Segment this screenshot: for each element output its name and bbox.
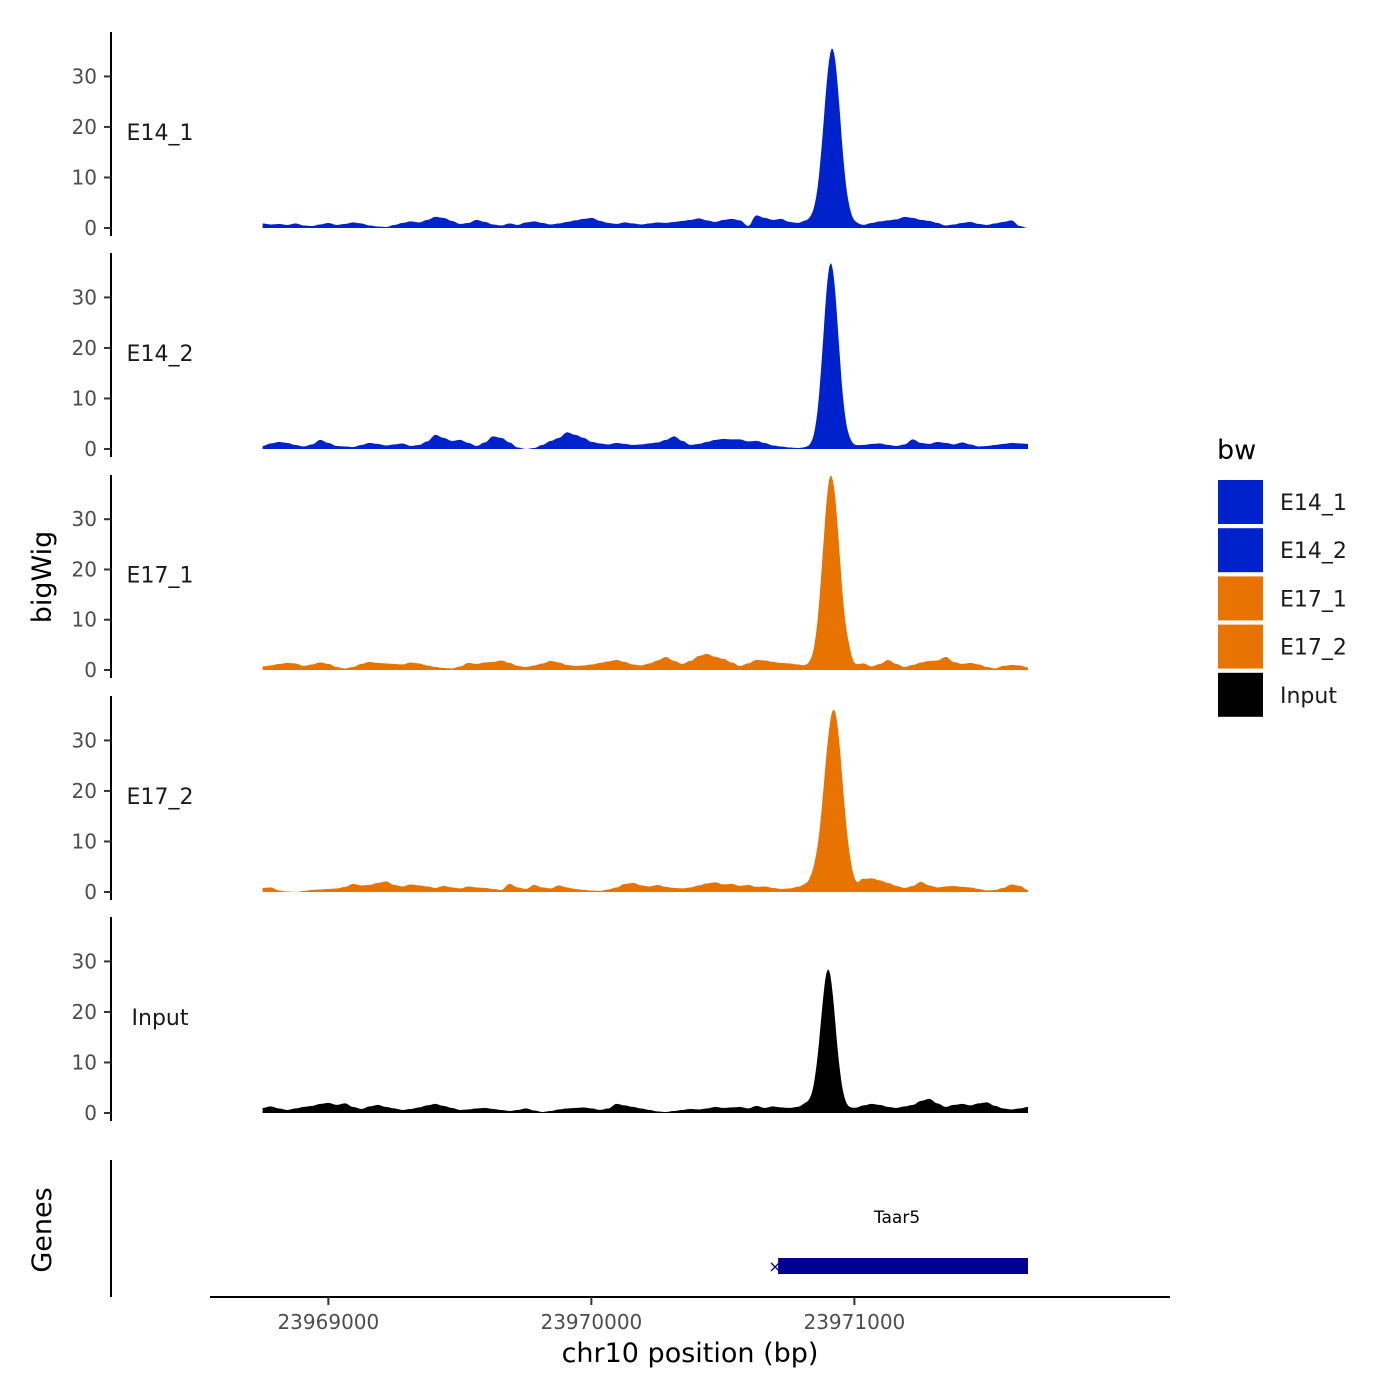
legend-swatch bbox=[1218, 528, 1263, 573]
y-tick-label: 0 bbox=[84, 1101, 97, 1125]
legend-swatch bbox=[1218, 576, 1263, 621]
y-tick-label: 30 bbox=[72, 728, 97, 752]
y-tick-label: 10 bbox=[72, 165, 97, 189]
y-tick-label: 0 bbox=[84, 658, 97, 682]
x-tick-label: 23969000 bbox=[277, 1310, 379, 1334]
gene-strand-marker: × bbox=[768, 1257, 781, 1276]
track-label: E14_2 bbox=[127, 342, 194, 367]
y-tick-label: 20 bbox=[72, 779, 97, 803]
y-tick-label: 10 bbox=[72, 386, 97, 410]
legend: E14_1 E14_2 E17_1 E17_2 Input bbox=[1218, 480, 1347, 717]
signal-area-e17_1 bbox=[262, 475, 1029, 670]
gene-track: × Taar5 bbox=[768, 1208, 1028, 1276]
signal-area-e14_1 bbox=[262, 48, 1029, 229]
x-tick-label: 23970000 bbox=[540, 1310, 642, 1334]
y-tick-label: 30 bbox=[72, 285, 97, 309]
y-tick-label: 20 bbox=[72, 115, 97, 139]
legend-swatch bbox=[1218, 480, 1263, 524]
track-e14_2: 0 10 20 30 E14_2 bbox=[72, 253, 1029, 461]
y-tick-label: 30 bbox=[72, 64, 97, 88]
legend-item: Input bbox=[1218, 672, 1337, 717]
legend-item: E14_2 bbox=[1218, 528, 1347, 573]
track-label: E17_1 bbox=[127, 564, 194, 589]
signal-area-input bbox=[262, 969, 1029, 1113]
x-axis-ticks: 23969000 23970000 23971000 bbox=[277, 1297, 905, 1334]
y-tick-label: 20 bbox=[72, 1000, 97, 1024]
y-tick-label: 30 bbox=[72, 949, 97, 973]
y-tick-label: 0 bbox=[84, 437, 97, 461]
y-tick-label: 0 bbox=[84, 216, 97, 240]
x-axis-title: chr10 position (bp) bbox=[562, 1338, 819, 1369]
track-e17_2: 0 10 20 30 E17_2 bbox=[72, 696, 1029, 904]
y-tick-label: 10 bbox=[72, 829, 97, 853]
track-e14_1: 0 10 20 30 E14_1 bbox=[72, 32, 1029, 240]
legend-label: E14_2 bbox=[1280, 539, 1347, 564]
y-tick-label: 10 bbox=[72, 608, 97, 632]
genes-track-title: Genes bbox=[27, 1187, 58, 1272]
y-tick-label: 10 bbox=[72, 1050, 97, 1074]
legend-label: E17_2 bbox=[1280, 636, 1347, 661]
x-tick-label: 23971000 bbox=[803, 1310, 905, 1334]
track-label: Input bbox=[132, 1006, 189, 1031]
legend-item: E14_1 bbox=[1218, 480, 1347, 524]
signal-area-e14_2 bbox=[262, 263, 1029, 449]
gene-label: Taar5 bbox=[873, 1208, 920, 1228]
legend-title: bw bbox=[1217, 435, 1256, 466]
y-axis-title: bigWig bbox=[27, 531, 58, 624]
track-e17_1: 0 10 20 30 E17_1 bbox=[72, 475, 1029, 682]
signal-area-e17_2 bbox=[262, 709, 1029, 892]
legend-swatch bbox=[1218, 672, 1263, 717]
track-input: 0 10 20 30 Input bbox=[72, 917, 1029, 1125]
legend-swatch bbox=[1218, 624, 1263, 669]
track-label: E14_1 bbox=[127, 121, 194, 146]
legend-item: E17_2 bbox=[1218, 624, 1347, 669]
gene-body bbox=[778, 1258, 1028, 1274]
y-tick-label: 20 bbox=[72, 336, 97, 360]
y-tick-label: 30 bbox=[72, 507, 97, 531]
legend-item: E17_1 bbox=[1218, 576, 1347, 621]
legend-label: E17_1 bbox=[1280, 587, 1347, 612]
track-label: E17_2 bbox=[127, 785, 194, 810]
legend-label: E14_1 bbox=[1280, 491, 1347, 516]
y-tick-label: 20 bbox=[72, 557, 97, 581]
legend-label: Input bbox=[1280, 684, 1337, 709]
track-panels: 0 10 20 30 E14_1 0 10 20 30 E14_2 0 10 20 30 E17_1 0 10 2… bbox=[72, 32, 1029, 1125]
y-tick-label: 0 bbox=[84, 880, 97, 904]
